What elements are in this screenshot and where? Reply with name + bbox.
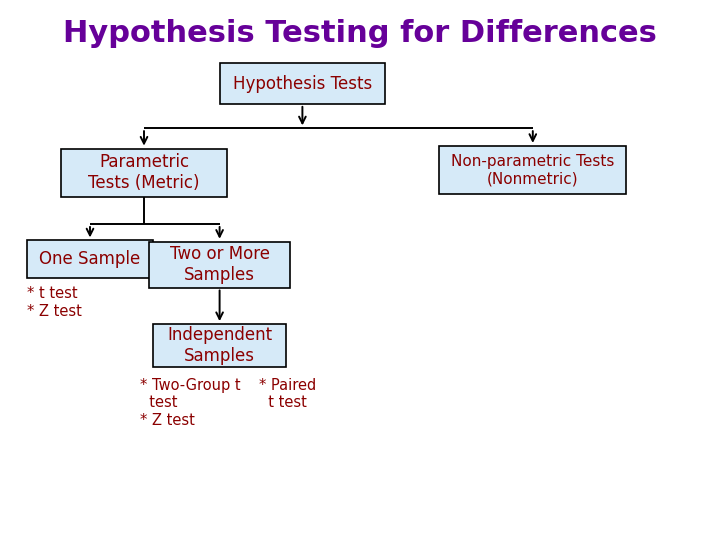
Text: Hypothesis Tests: Hypothesis Tests xyxy=(233,75,372,93)
Text: Independent
Samples: Independent Samples xyxy=(167,326,272,365)
Text: * Two-Group t
  test
* Z test: * Two-Group t test * Z test xyxy=(140,378,241,428)
FancyBboxPatch shape xyxy=(439,146,626,194)
Text: * t test
* Z test: * t test * Z test xyxy=(27,286,82,319)
FancyBboxPatch shape xyxy=(27,240,153,278)
Text: Non-parametric Tests
(Nonmetric): Non-parametric Tests (Nonmetric) xyxy=(451,154,614,186)
FancyBboxPatch shape xyxy=(220,64,385,104)
FancyBboxPatch shape xyxy=(153,324,287,367)
FancyBboxPatch shape xyxy=(61,148,227,197)
Text: One Sample: One Sample xyxy=(40,250,140,268)
Text: Two or More
Samples: Two or More Samples xyxy=(170,245,269,284)
Text: Parametric
Tests (Metric): Parametric Tests (Metric) xyxy=(89,153,199,192)
Text: Hypothesis Testing for Differences: Hypothesis Testing for Differences xyxy=(63,19,657,48)
FancyBboxPatch shape xyxy=(150,241,289,287)
Text: * Paired
  t test: * Paired t test xyxy=(259,378,317,410)
